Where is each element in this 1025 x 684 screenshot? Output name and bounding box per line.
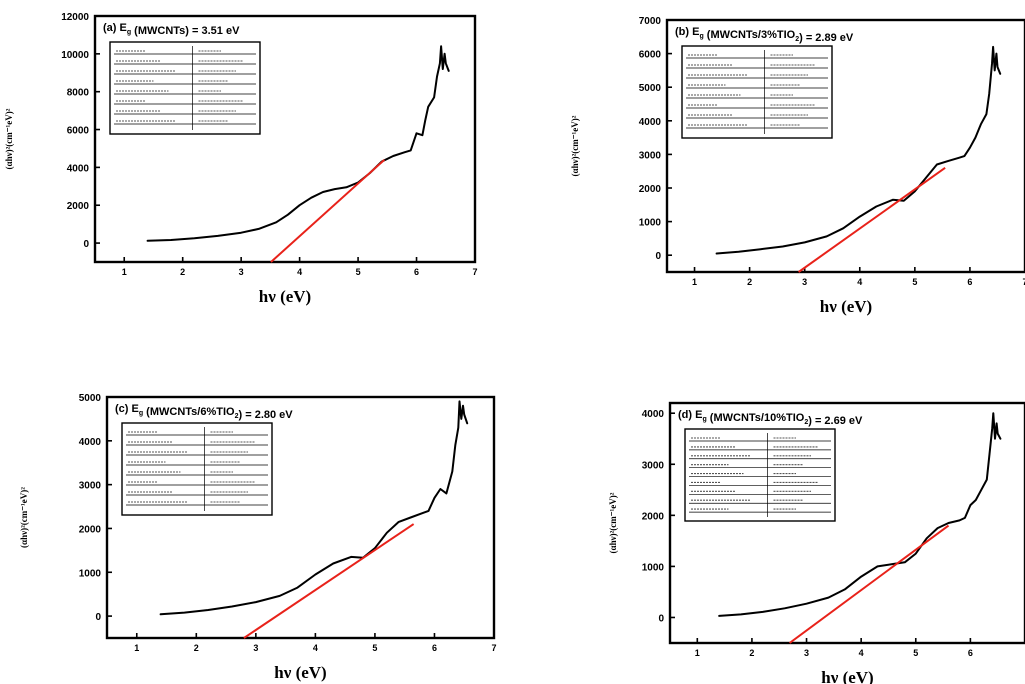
- inset-frame: [681, 45, 833, 139]
- x-tick-label: 7: [1022, 277, 1025, 287]
- y-tick-label: 0: [658, 613, 664, 624]
- x-tick-label: 5: [912, 277, 917, 287]
- y-tick-label: 6000: [639, 50, 662, 61]
- x-axis-label: hν (eV): [821, 668, 873, 684]
- y-tick-label: 3000: [642, 460, 665, 471]
- x-tick-label: 1: [134, 643, 139, 653]
- x-tick-label: 2: [747, 277, 752, 287]
- x-tick-label: 4: [297, 267, 302, 277]
- y-tick-label: 2000: [642, 511, 665, 522]
- x-axis-label: hν (eV): [820, 297, 872, 316]
- chart-title: (a) Eg (MWCNTs) = 3.51 eV: [103, 22, 240, 37]
- y-tick-label: 2000: [79, 524, 102, 535]
- inset-frame: [684, 428, 836, 522]
- chart-panel-a: 0 2000 4000 6000 8000 10000 12000 1 2 3 4 5 6 7 hν (eV…: [0, 0, 500, 330]
- chart-panel-b: 0 1000 2000 3000 4000 5000 6000 7000 1 2 3 4 5 6 7 hν (…: [520, 0, 1025, 330]
- chart-panel-c: 0 1000 2000 3000 4000 5000 1 2 3 4 5 6 7 hν (eV) (αhν)…: [0, 393, 500, 684]
- x-tick-label: 3: [253, 643, 258, 653]
- x-tick-label: 3: [804, 648, 809, 658]
- y-tick-label: 5000: [639, 83, 662, 94]
- absorption-curve: [715, 45, 1002, 255]
- x-tick-label: 6: [967, 277, 972, 287]
- plot-frame: [668, 401, 1025, 645]
- x-tick-label: 2: [194, 643, 199, 653]
- x-tick-label: 2: [180, 267, 185, 277]
- x-tick-label: 3: [239, 267, 244, 277]
- y-tick-label: 3000: [639, 150, 662, 161]
- x-tick-label: 7: [472, 267, 477, 277]
- x-tick-label: 1: [692, 277, 697, 287]
- y-tick-label: 4000: [67, 163, 90, 174]
- y-axis-label: (αhν)²(cm⁻¹eV)²: [19, 487, 29, 548]
- tauc-fit-line: [798, 167, 946, 273]
- x-tick-label: 5: [356, 267, 361, 277]
- y-axis-label: (αhν)²(cm⁻¹eV)²: [570, 115, 580, 176]
- x-tick-label: 1: [695, 648, 700, 658]
- y-tick-label: 4000: [79, 437, 102, 448]
- tauc-fit-line: [243, 523, 415, 639]
- chart-title: (b) Eg (MWCNTs/3%TIO2) = 2.89 eV: [675, 26, 854, 44]
- chart-a: 0 2000 4000 6000 8000 10000 12000 1 2 3 4 5 6 7 hν (eV…: [4, 12, 478, 306]
- y-tick-label: 4000: [642, 409, 665, 420]
- chart-c: 0 1000 2000 3000 4000 5000 1 2 3 4 5 6 7 hν (eV) (αhν)…: [19, 393, 497, 682]
- x-tick-label: 5: [372, 643, 377, 653]
- y-tick-label: 1000: [639, 218, 662, 229]
- inset-frame: [121, 422, 273, 516]
- y-tick-label: 6000: [67, 126, 90, 137]
- plot-frame: [93, 14, 477, 264]
- y-tick-label: 5000: [79, 393, 102, 404]
- y-tick-label: 12000: [61, 12, 89, 23]
- chart-panel-d: 0 1000 2000 3000 4000 1 2 3 4 5 6 hν (eV) (αhν)²(cm⁻…: [520, 395, 1025, 684]
- inset-table: [681, 45, 833, 139]
- x-tick-label: 6: [432, 643, 437, 653]
- y-axis-label: (αhν)²(cm⁻¹eV)²: [608, 492, 618, 553]
- y-tick-label: 7000: [639, 16, 662, 27]
- inset-frame: [109, 41, 261, 135]
- tauc-fit-line: [270, 159, 386, 263]
- absorption-curve: [718, 412, 1002, 617]
- x-axis-label: hν (eV): [274, 663, 326, 682]
- x-tick-label: 7: [491, 643, 496, 653]
- y-tick-label: 0: [655, 251, 661, 262]
- y-tick-label: 2000: [67, 201, 90, 212]
- x-tick-label: 4: [313, 643, 318, 653]
- chart-title: (c) Eg (MWCNTs/6%TIO2) = 2.80 eV: [115, 403, 293, 421]
- y-tick-label: 2000: [639, 184, 662, 195]
- y-axis-label: (αhν)²(cm⁻¹eV)²: [4, 108, 14, 169]
- inset-table: [684, 428, 836, 522]
- tauc-fit-line: [789, 524, 950, 644]
- x-tick-label: 1: [122, 267, 127, 277]
- inset-table: [109, 41, 261, 135]
- inset-table: [121, 422, 273, 516]
- x-tick-label: 2: [749, 648, 754, 658]
- y-tick-label: 0: [95, 612, 101, 623]
- x-tick-label: 6: [414, 267, 419, 277]
- x-axis-label: hν (eV): [259, 287, 311, 306]
- y-tick-label: 0: [83, 239, 89, 250]
- plot-frame: [665, 18, 1025, 274]
- x-tick-label: 4: [859, 648, 864, 658]
- y-tick-label: 1000: [642, 562, 665, 573]
- plot-frame: [105, 395, 496, 640]
- x-tick-label: 4: [857, 277, 862, 287]
- y-tick-label: 10000: [61, 50, 89, 61]
- y-tick-label: 8000: [67, 88, 90, 99]
- absorption-curve: [159, 400, 469, 616]
- x-tick-label: 5: [913, 648, 918, 658]
- x-tick-label: 3: [802, 277, 807, 287]
- chart-d: 0 1000 2000 3000 4000 1 2 3 4 5 6 hν (eV) (αhν)²(cm⁻…: [608, 401, 1025, 684]
- chart-b: 0 1000 2000 3000 4000 5000 6000 7000 1 2 3 4 5 6 7 hν (…: [570, 16, 1025, 316]
- y-tick-label: 4000: [639, 117, 662, 128]
- chart-title: (d) Eg (MWCNTs/10%TIO2) = 2.69 eV: [678, 409, 863, 427]
- x-tick-label: 6: [968, 648, 973, 658]
- y-tick-label: 1000: [79, 568, 102, 579]
- y-tick-label: 3000: [79, 481, 102, 492]
